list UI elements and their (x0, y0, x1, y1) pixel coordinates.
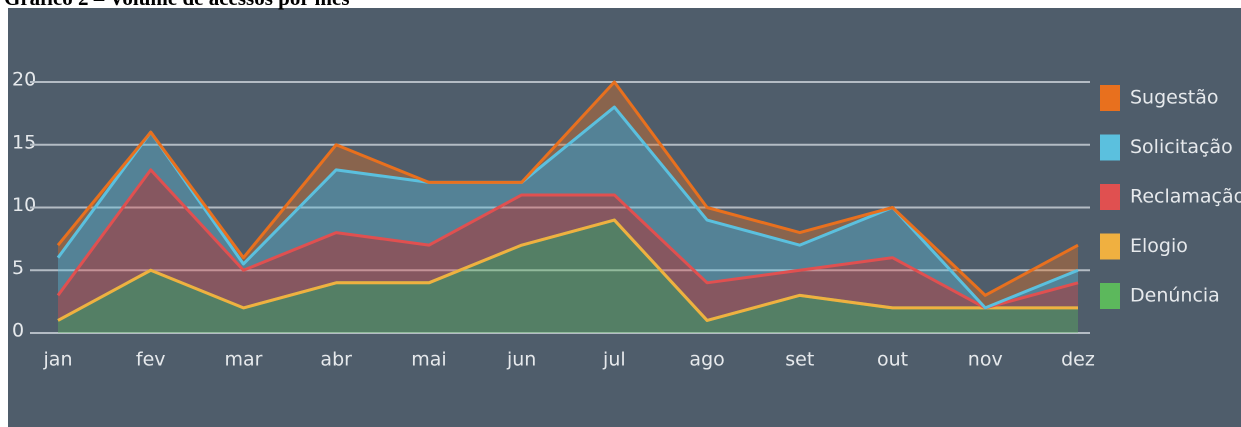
x-tick-label: jan (43, 349, 73, 371)
x-tick-label: jul (602, 349, 626, 371)
series-line (56, 80, 1079, 297)
x-tick-label: jun (506, 349, 536, 371)
area (58, 169, 1078, 321)
series-line (56, 105, 1079, 310)
x-tick-label: mar (224, 349, 262, 371)
x-tick-label: dez (1061, 349, 1095, 371)
area (58, 107, 1078, 308)
x-tick-label: abr (320, 349, 352, 371)
x-tick-label: set (785, 349, 814, 371)
series-line (56, 168, 1079, 310)
legend-swatch (1100, 233, 1120, 260)
legend-label: Sugestão (1130, 87, 1218, 109)
legend-swatch (1100, 184, 1120, 210)
series-line (57, 218, 1078, 322)
y-tick-label: 15 (12, 131, 36, 153)
y-tick-label: 10 (12, 194, 36, 216)
legend-label: Reclamação (1130, 186, 1241, 208)
y-tick-label: 5 (12, 257, 24, 279)
legend-label: Denúncia (1130, 285, 1220, 307)
legend-swatch (1100, 283, 1120, 309)
chart-title: Gráfico 2 – Volume de acessos por mês (4, 0, 350, 10)
y-tick-label: 20 (12, 69, 36, 91)
legend-label: Solicitação (1130, 136, 1233, 158)
y-tick-label: 0 (12, 320, 24, 342)
x-tick-label: ago (689, 349, 724, 371)
x-tick-label: mai (411, 349, 446, 371)
area (58, 220, 1078, 333)
legend-swatch (1100, 134, 1120, 161)
legend-swatch (1100, 85, 1120, 111)
x-tick-label: nov (968, 349, 1003, 371)
legend-label: Elogio (1130, 235, 1188, 257)
x-tick-label: out (877, 349, 908, 371)
x-tick-label: fev (136, 349, 166, 371)
